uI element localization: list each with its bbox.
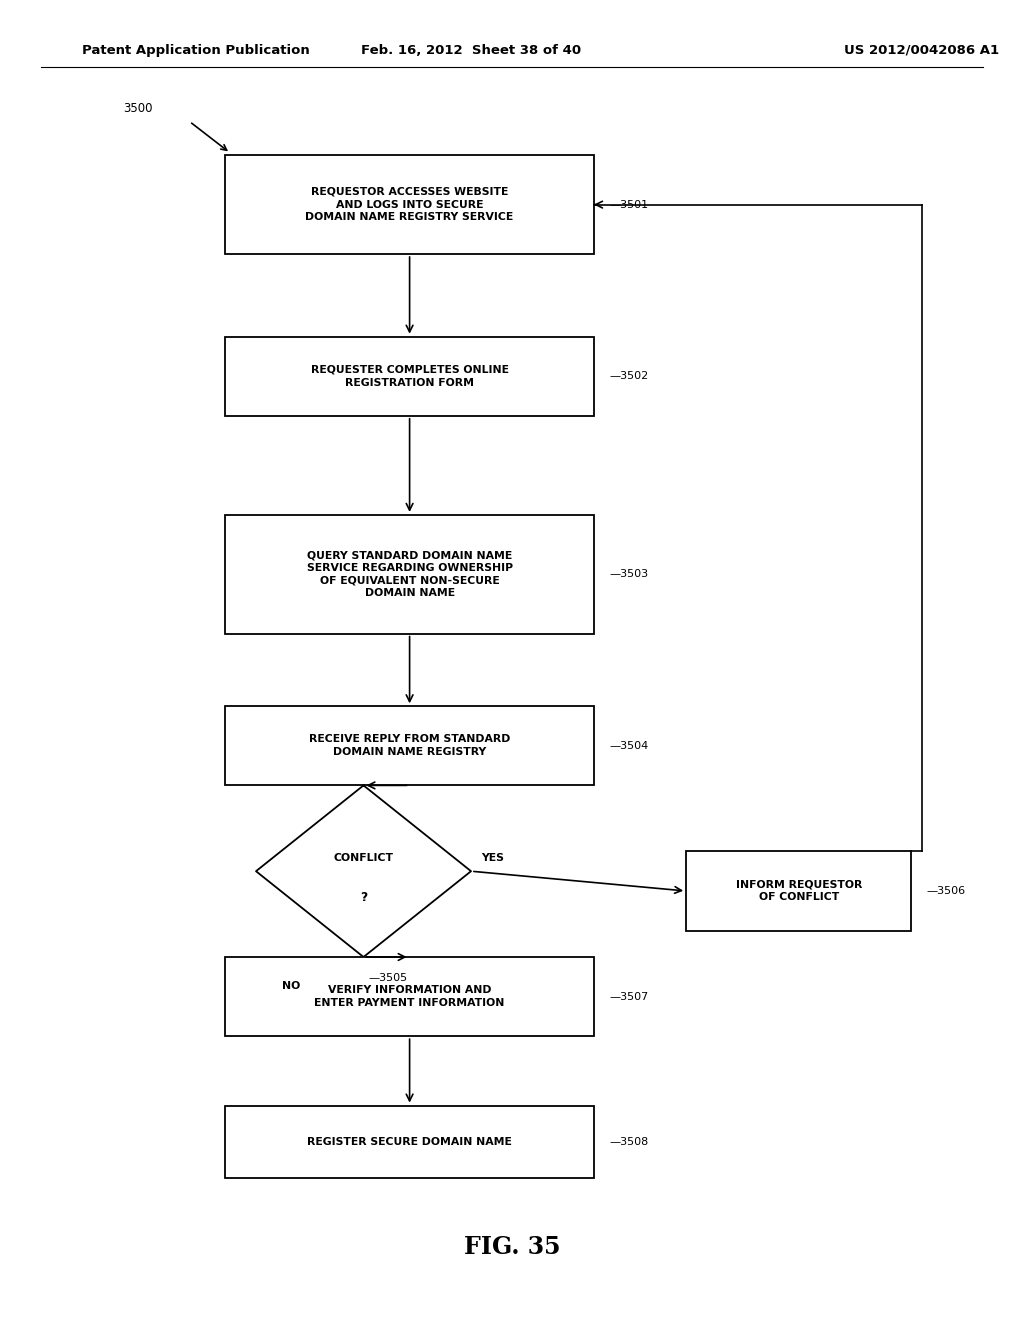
- Text: —3503: —3503: [609, 569, 648, 579]
- FancyBboxPatch shape: [225, 156, 594, 253]
- FancyBboxPatch shape: [225, 1106, 594, 1177]
- FancyBboxPatch shape: [225, 706, 594, 785]
- Text: —3505: —3505: [369, 973, 408, 983]
- Text: —3501: —3501: [609, 199, 648, 210]
- Text: —3508: —3508: [609, 1137, 648, 1147]
- Text: REGISTER SECURE DOMAIN NAME: REGISTER SECURE DOMAIN NAME: [307, 1137, 512, 1147]
- Text: Feb. 16, 2012  Sheet 38 of 40: Feb. 16, 2012 Sheet 38 of 40: [361, 44, 581, 57]
- FancyBboxPatch shape: [225, 957, 594, 1036]
- Text: VERIFY INFORMATION AND
ENTER PAYMENT INFORMATION: VERIFY INFORMATION AND ENTER PAYMENT INF…: [314, 985, 505, 1008]
- FancyBboxPatch shape: [225, 337, 594, 416]
- Text: 3500: 3500: [123, 102, 153, 115]
- Text: REQUESTER COMPLETES ONLINE
REGISTRATION FORM: REQUESTER COMPLETES ONLINE REGISTRATION …: [310, 364, 509, 388]
- Text: —3504: —3504: [609, 741, 648, 751]
- FancyBboxPatch shape: [225, 515, 594, 634]
- Text: YES: YES: [481, 853, 504, 863]
- Polygon shape: [256, 785, 471, 957]
- Text: —3502: —3502: [609, 371, 648, 381]
- Text: —3506: —3506: [927, 886, 966, 896]
- Text: ?: ?: [360, 891, 367, 904]
- Text: RECEIVE REPLY FROM STANDARD
DOMAIN NAME REGISTRY: RECEIVE REPLY FROM STANDARD DOMAIN NAME …: [309, 734, 510, 758]
- Text: —3507: —3507: [609, 991, 648, 1002]
- Text: REQUESTOR ACCESSES WEBSITE
AND LOGS INTO SECURE
DOMAIN NAME REGISTRY SERVICE: REQUESTOR ACCESSES WEBSITE AND LOGS INTO…: [305, 187, 514, 222]
- FancyBboxPatch shape: [686, 851, 911, 931]
- Text: FIG. 35: FIG. 35: [464, 1236, 560, 1259]
- Text: NO: NO: [282, 981, 300, 991]
- Text: US 2012/0042086 A1: US 2012/0042086 A1: [844, 44, 999, 57]
- Text: Patent Application Publication: Patent Application Publication: [82, 44, 309, 57]
- Text: INFORM REQUESTOR
OF CONFLICT: INFORM REQUESTOR OF CONFLICT: [735, 879, 862, 903]
- Text: CONFLICT: CONFLICT: [334, 853, 393, 863]
- Text: QUERY STANDARD DOMAIN NAME
SERVICE REGARDING OWNERSHIP
OF EQUIVALENT NON-SECURE
: QUERY STANDARD DOMAIN NAME SERVICE REGAR…: [306, 550, 513, 598]
